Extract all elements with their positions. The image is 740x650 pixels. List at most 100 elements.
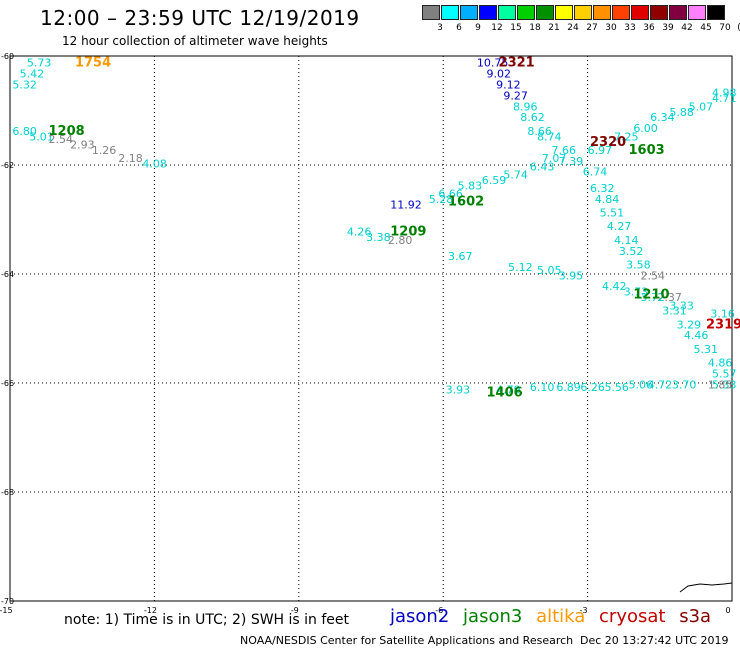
swh-value: 7.07	[542, 152, 567, 165]
swh-value: 8.62	[520, 111, 545, 124]
swh-value: 4.27	[607, 220, 632, 233]
swh-value: 10.75	[477, 57, 509, 70]
swh-value: 4.14	[614, 234, 639, 247]
x-tick-label: -15	[0, 606, 13, 615]
swh-value: 4.26	[347, 226, 372, 239]
swh-value: 3.52	[619, 245, 644, 258]
y-tick-label: -64	[1, 270, 14, 279]
swh-value: 5.33	[712, 378, 737, 391]
scale-swatch	[460, 5, 478, 20]
swh-value: 5.32	[12, 79, 37, 92]
swh-value: 5.74	[503, 168, 528, 181]
scale-swatch	[422, 5, 440, 20]
swh-value: 6.32	[590, 182, 615, 195]
y-tick-label: -68	[1, 488, 14, 497]
swh-value: 6.43	[530, 160, 555, 173]
units-note: note: 1) Time is in UTC; 2) SWH is in fe…	[64, 612, 350, 628]
scale-tick-label: 3	[437, 23, 443, 33]
scale-swatch	[574, 5, 592, 20]
swh-value: 3.33	[669, 299, 694, 312]
swh-value: 8.74	[537, 130, 562, 143]
swh-value: 6.74	[583, 166, 608, 179]
swh-value: 5.05	[537, 264, 562, 277]
swh-value: 5.01	[29, 130, 54, 143]
scale-tick-label: 27	[586, 23, 598, 33]
scale-tick-label: 18	[529, 23, 541, 33]
swh-value: 4.08	[142, 158, 167, 171]
swh-value: 5.56	[604, 381, 629, 394]
swh-value: 6.97	[588, 144, 613, 157]
scale-swatch	[612, 5, 630, 20]
swh-values: 5.735.425.326.805.012.542.931.262.18 4.08…	[12, 57, 736, 397]
coastline	[679, 582, 733, 593]
swh-value: 8.96	[513, 100, 538, 113]
swh-value: 3.58	[626, 258, 651, 271]
swh-value: 4.46	[684, 329, 709, 342]
swh-value: 2.54	[641, 269, 666, 282]
page-title: 12:00 – 23:59 UTC 12/19/2019	[40, 6, 360, 30]
swh-value: 6.00	[633, 122, 658, 135]
swh-value: 1.85	[708, 378, 733, 391]
page-subtitle: 12 hour collection of altimeter wave hei…	[62, 34, 328, 48]
scale-swatch	[517, 5, 535, 20]
pass-time-label: 1602	[448, 195, 484, 210]
swh-value: 5.31	[693, 343, 718, 356]
swh-value: 5.83	[458, 179, 483, 192]
swh-value: 9.12	[496, 79, 521, 92]
swh-value: 6.34	[650, 111, 675, 124]
scale-swatch	[536, 5, 554, 20]
swh-value: 6.10	[530, 381, 555, 394]
legend-jason3: jason3	[463, 606, 523, 627]
pass-time-label: 2319	[706, 317, 740, 332]
x-tick-label: -3	[580, 606, 588, 615]
swh-value: 3.95	[559, 269, 584, 282]
swh-value: 3.67	[448, 250, 473, 263]
swh-value: 4.98	[712, 87, 737, 100]
y-tick-label: -62	[1, 161, 14, 170]
swh-value: 5.88	[669, 106, 694, 119]
scale-tick-label: 30	[605, 23, 617, 33]
swh-value: 4.72	[648, 378, 673, 391]
swh-value: 6.26	[580, 381, 605, 394]
pass-time-label: 1603	[629, 143, 665, 158]
swh-value: 4.79	[496, 384, 521, 397]
scale-tick-label: (ft)	[734, 23, 740, 33]
pass-time-label: 1208	[49, 124, 85, 139]
credit-line: NOAA/NESDIS Center for Satellite Applica…	[240, 634, 574, 647]
swh-value: 7.66	[552, 144, 577, 157]
pass-time-label: 1209	[390, 225, 426, 240]
scale-swatch	[555, 5, 573, 20]
swh-value: 5.73	[27, 57, 51, 70]
pass-time-label: 1210	[633, 287, 669, 302]
swh-value: 4.71	[712, 92, 737, 105]
scale-swatch	[441, 5, 459, 20]
pass-time-label: 2321	[499, 56, 535, 71]
legend-s3a: s3a	[679, 606, 712, 627]
scale-swatch	[669, 5, 687, 20]
x-tick-label: -9	[291, 606, 299, 615]
swh-value: 6.66	[438, 188, 463, 201]
scale-tick-label: 9	[475, 23, 481, 33]
scale-swatch	[650, 5, 668, 20]
swh-value: 5.42	[20, 68, 45, 81]
scale-tick-label: 33	[624, 23, 636, 33]
swh-value: 2.80	[388, 234, 413, 247]
swh-value: 5.28	[429, 193, 454, 206]
swh-value: 5.06	[629, 378, 654, 391]
swh-value: 11.92	[390, 198, 422, 211]
scale-tick-label: 45	[700, 23, 712, 33]
swh-value: 2.18	[118, 152, 143, 165]
swh-value: 9.27	[503, 89, 528, 102]
swh-value: 6.89	[556, 381, 581, 394]
pass-time-label: 1754	[75, 56, 111, 71]
swh-value: 3.73	[624, 286, 649, 299]
axis-labels: -15 -12 -9 -6 -3 0 -60 -62 -64 -66 -68 -70	[0, 52, 731, 615]
x-tick-label: -6	[435, 606, 443, 615]
swh-value: 3.93	[446, 384, 471, 397]
scale-tick-label: 70	[719, 23, 731, 33]
swh-value: 5.12	[508, 261, 533, 274]
scale-tick-label: 6	[456, 23, 462, 33]
scale-tick-label: 42	[681, 23, 693, 33]
scale-tick-label: 21	[548, 23, 560, 33]
